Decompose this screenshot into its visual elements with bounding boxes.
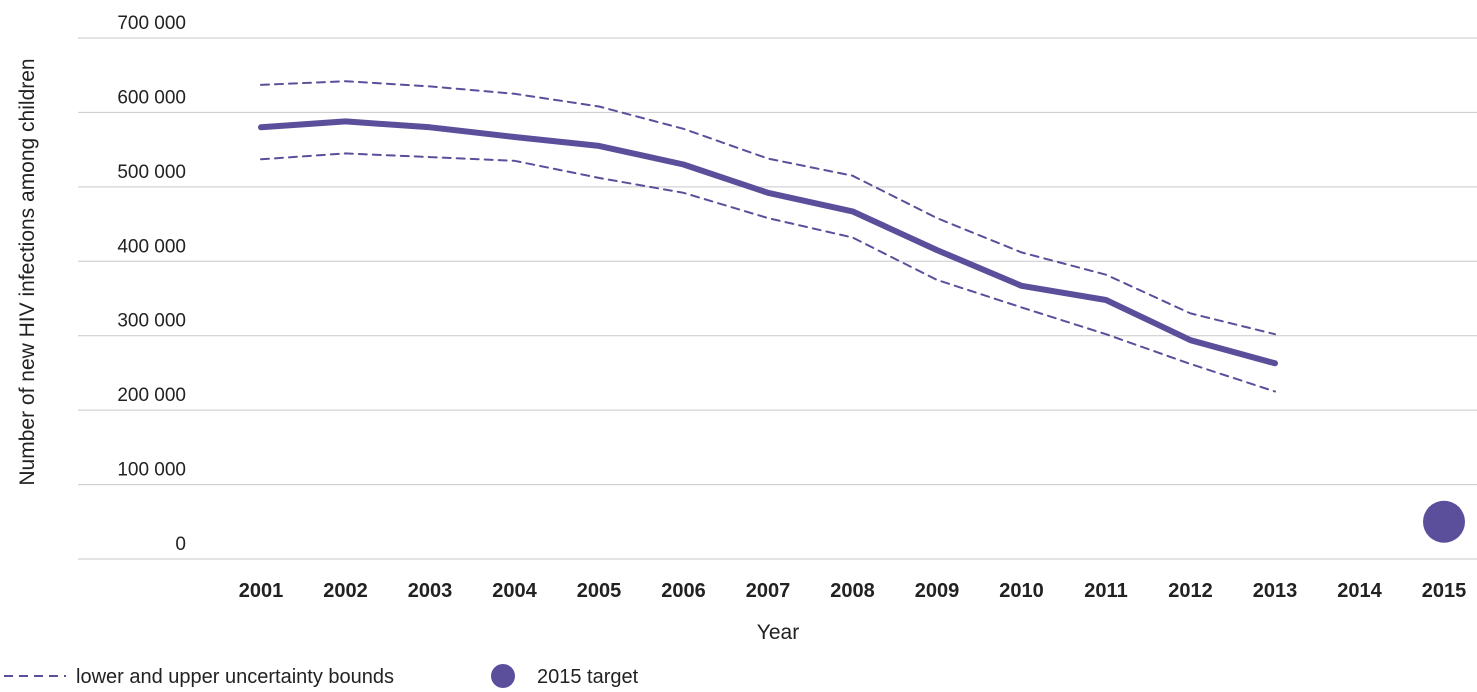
y-axis-title: Number of new HIV infections among child… xyxy=(16,58,39,485)
x-axis-ticks: 2001 2002 2003 2004 2005 2006 2007 2008 2009 2010… xyxy=(239,580,1467,602)
x-tick-label: 2009 xyxy=(915,580,960,602)
y-tick-label: 400 000 xyxy=(117,236,186,257)
x-tick-label: 2012 xyxy=(1168,580,1213,602)
y-tick-label: 0 xyxy=(175,534,186,555)
target-marker-layer xyxy=(1423,500,1465,543)
x-axis-title: Year xyxy=(757,621,799,644)
y-tick-label: 300 000 xyxy=(117,311,186,332)
x-tick-label: 2002 xyxy=(323,580,368,602)
gridlines xyxy=(78,37,1477,560)
x-tick-label: 2011 xyxy=(1084,580,1127,602)
y-tick-label: 100 000 xyxy=(117,460,186,481)
y-tick-label: 200 000 xyxy=(117,385,186,406)
x-tick-label: 2007 xyxy=(746,580,791,602)
y-tick-label: 600 000 xyxy=(117,87,186,108)
x-tick-label: 2014 xyxy=(1337,580,1382,602)
y-tick-label: 700 000 xyxy=(117,13,186,34)
series-line-upper-bound xyxy=(260,80,1276,336)
x-tick-label: 2001 xyxy=(239,580,284,602)
x-tick-label: 2010 xyxy=(999,580,1044,602)
legend: lower and upper uncertainty bounds 2015 … xyxy=(4,664,639,688)
y-tick-label: 500 000 xyxy=(117,162,186,183)
x-tick-label: 2005 xyxy=(577,580,622,602)
legend-label-target: 2015 target xyxy=(537,666,639,688)
legend-label-bounds: lower and upper uncertainty bounds xyxy=(76,666,394,688)
series-line-lower-bound xyxy=(260,152,1276,393)
x-tick-label: 2006 xyxy=(661,580,706,602)
target-2015-point xyxy=(1423,500,1465,543)
x-tick-label: 2015 xyxy=(1422,580,1467,602)
series-line-estimate xyxy=(258,118,1278,367)
x-tick-label: 2013 xyxy=(1253,580,1298,602)
y-axis-ticks: 0 100 000 200 000 300 000 400 000 500 000 600 … xyxy=(117,13,186,555)
x-tick-label: 2004 xyxy=(492,580,537,602)
legend-target-circle-icon xyxy=(491,664,515,688)
series-lines xyxy=(258,80,1278,393)
x-tick-label: 2008 xyxy=(830,580,875,602)
x-tick-label: 2003 xyxy=(408,580,453,602)
